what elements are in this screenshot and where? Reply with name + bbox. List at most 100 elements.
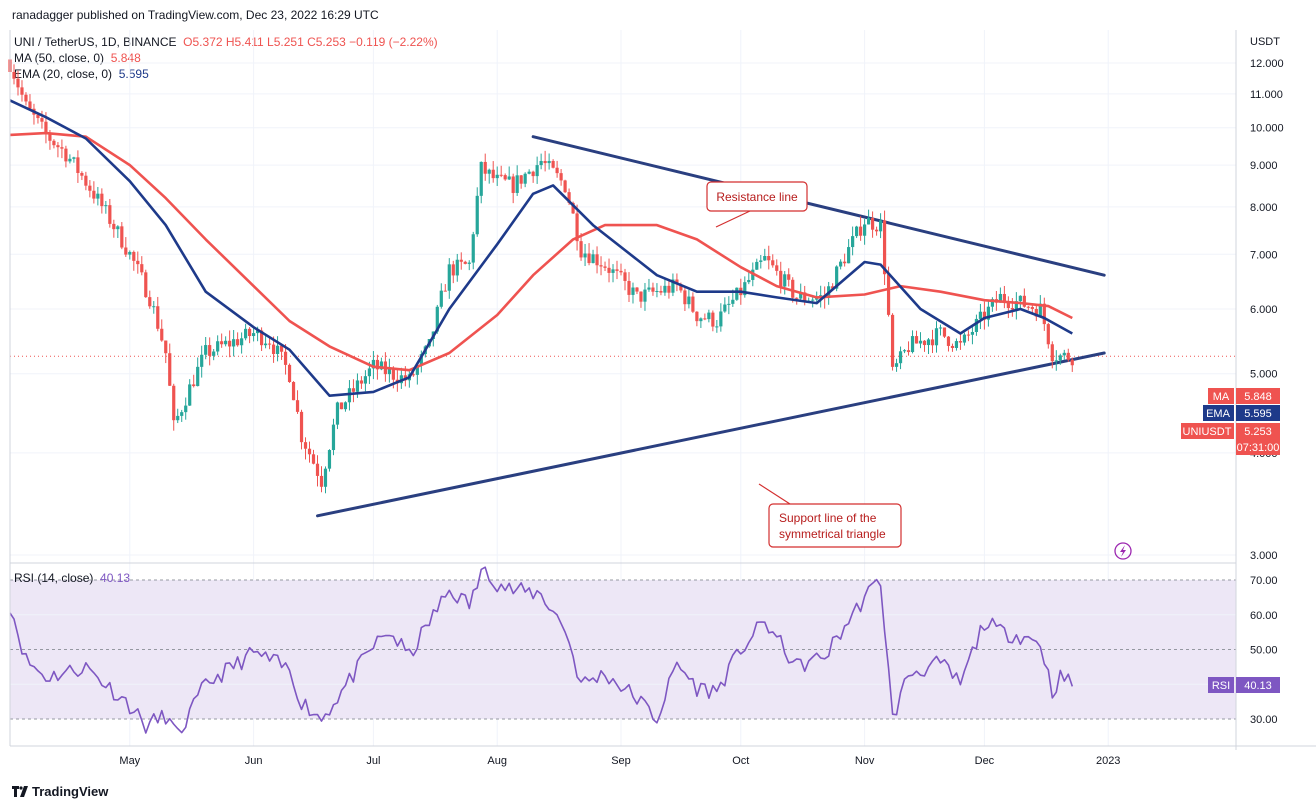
symbol-legend-row[interactable]: UNI / TetherUS, 1D, BINANCE O5.372 H5.41… <box>14 34 438 50</box>
candle-2022-06-16 <box>311 449 316 465</box>
price-tick-label: 8.000 <box>1250 202 1278 214</box>
candle-2022-09-25 <box>715 319 719 333</box>
candle-2022-11-21 <box>942 327 947 338</box>
lightning-icon[interactable] <box>1114 542 1132 560</box>
candle-2022-09-26 <box>719 303 723 332</box>
candle-2022-06-22 <box>335 401 340 430</box>
candle-2022-09-24 <box>711 310 715 332</box>
candle-2022-05-01 <box>128 250 132 260</box>
candle-2022-08-11 <box>535 156 539 184</box>
support-trendline <box>315 351 1106 518</box>
candle-2022-05-07 <box>152 301 156 314</box>
candle-2022-11-09 <box>894 358 899 372</box>
candle-2022-05-16 <box>188 379 192 406</box>
candle-2022-11-25 <box>958 333 963 350</box>
footer-brand[interactable]: TradingView <box>12 784 108 799</box>
candle-2022-07-22 <box>455 253 459 282</box>
candle-2022-09-14 <box>671 273 675 297</box>
candle-2022-07-20 <box>447 258 451 299</box>
price-tick-label: 3.000 <box>1250 550 1278 562</box>
candle-2022-11-18 <box>930 329 935 354</box>
candle-2022-07-28 <box>479 161 483 204</box>
ema-badge-tag <box>1203 405 1234 421</box>
candle-2022-07-25 <box>467 260 471 271</box>
candle-2022-04-23 <box>96 186 100 206</box>
candle-2022-11-23 <box>950 343 955 352</box>
candle-2022-11-14 <box>914 330 919 344</box>
candle-2022-11-24 <box>954 338 959 351</box>
candle-2022-09-12 <box>663 277 667 296</box>
candle-2022-06-29 <box>363 370 368 392</box>
candle-2022-04-28 <box>116 225 120 238</box>
candle-2022-09-23 <box>707 309 711 323</box>
candle-2022-08-23 <box>583 243 587 267</box>
candle-2022-10-08 <box>767 245 771 270</box>
candle-2022-09-19 <box>691 292 695 314</box>
candle-2022-05-26 <box>228 330 232 358</box>
candle-2022-04-12 <box>52 139 56 149</box>
candle-2022-04-08 <box>36 113 40 124</box>
candle-2022-04-05 <box>24 92 28 106</box>
ma-legend-row[interactable]: MA (50, close, 0) 5.848 <box>14 50 438 66</box>
candle-2022-09-17 <box>683 286 687 312</box>
candle-2022-06-20 <box>327 449 332 472</box>
candle-2022-05-04 <box>140 256 144 276</box>
candle-2022-10-06 <box>759 254 763 269</box>
candle-2022-09-08 <box>647 278 651 292</box>
candle-2022-12-23 <box>1070 357 1074 372</box>
candle-2022-05-27 <box>232 329 236 357</box>
candle-2022-08-21 <box>575 204 579 251</box>
ma-badge-value-text: 5.848 <box>1244 391 1272 403</box>
axes-layer: 3.0004.0005.0006.0007.0008.0009.00010.00… <box>9 30 1316 767</box>
rsi-badge-value-text: 40.13 <box>1244 680 1272 692</box>
time-tick-label: Oct <box>732 755 749 767</box>
candle-2022-04-06 <box>28 94 32 110</box>
candle-2022-04-29 <box>120 222 124 250</box>
candle-2022-08-15 <box>551 159 555 169</box>
candle-2022-05-24 <box>220 333 224 348</box>
candle-2022-05-14 <box>180 409 184 422</box>
candle-2022-10-27 <box>843 253 847 267</box>
price-tick-label: 10.000 <box>1250 123 1284 135</box>
time-tick-label: Nov <box>855 755 875 767</box>
ema-legend-row[interactable]: EMA (20, close, 0) 5.595 <box>14 66 438 82</box>
candle-2022-06-21 <box>331 418 336 456</box>
top-bar <box>0 0 1316 30</box>
candle-2022-10-29 <box>851 226 855 256</box>
series-lines <box>9 99 1073 397</box>
candle-2022-09-21 <box>699 317 703 328</box>
candle-2022-09-01 <box>619 263 623 276</box>
candle-2022-08-16 <box>555 160 559 178</box>
ma-badge-tag <box>1208 388 1234 404</box>
rsi-legend[interactable]: RSI (14, close) 40.13 <box>14 571 130 585</box>
candle-2022-12-16 <box>1042 297 1046 331</box>
candle-2022-06-15 <box>307 441 312 463</box>
rsi-tick-label: 50.00 <box>1250 645 1278 657</box>
price-tick-label: 7.000 <box>1250 249 1278 261</box>
candle-2022-08-03 <box>503 173 507 181</box>
candle-2022-11-15 <box>918 332 923 349</box>
candle-2022-05-22 <box>212 349 216 361</box>
candle-2022-10-07 <box>763 248 767 261</box>
candle-2022-08-17 <box>559 169 563 186</box>
candle-2022-05-31 <box>248 327 252 344</box>
candle-2022-04-13 <box>56 142 60 158</box>
price-tick-label: 11.000 <box>1250 89 1283 101</box>
candle-2022-09-27 <box>723 297 727 313</box>
ema-badge-value <box>1236 405 1280 421</box>
ohlc-change: −0.119 (−2.22%) <box>349 35 438 49</box>
candle-2022-08-26 <box>595 246 599 274</box>
candle-2022-12-07 <box>1006 296 1010 319</box>
candle-2022-05-15 <box>184 397 188 420</box>
candle-2022-09-22 <box>703 313 707 321</box>
candle-2022-07-30 <box>487 168 491 184</box>
candle-2022-10-28 <box>847 239 851 264</box>
candle-2022-12-22 <box>1066 348 1070 362</box>
price-tick-label: 6.000 <box>1250 304 1278 316</box>
symbol-name: UNI / TetherUS, 1D, BINANCE <box>14 35 177 49</box>
candle-2022-08-29 <box>607 258 611 283</box>
candle-2022-12-06 <box>1002 285 1006 309</box>
candle-2022-10-02 <box>743 276 747 298</box>
candle-2022-04-19 <box>80 171 84 181</box>
